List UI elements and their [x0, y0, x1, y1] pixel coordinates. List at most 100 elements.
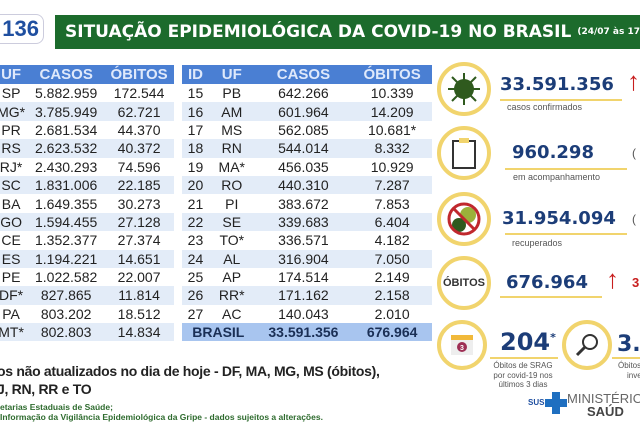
table-row: PE 1.022.582 22.007 — [0, 268, 174, 286]
page-title: SITUAÇÃO EPIDEMIOLÓGICA DA COVID-19 NO B… — [55, 15, 640, 49]
up-arrow-icon: ↑ — [606, 264, 619, 294]
table-row: MT* 802.803 14.834 — [0, 323, 174, 342]
table-cell: 27 — [187, 305, 204, 322]
table-cell: MG* — [0, 102, 29, 121]
divider — [505, 233, 627, 235]
table-row: 19 MA* 456.035 10.929 — [182, 158, 432, 176]
states-table-right: ID UF CASOS ÓBITOS 15 PB 642.266 10.339 16 AM 601.… — [182, 65, 432, 342]
brasil-total-row: BRASIL 33.591.356 676.964 — [182, 323, 432, 342]
sources: etarias Estaduais de Saúde; Informação da… — [0, 402, 323, 422]
table-cell: 16 — [182, 102, 209, 121]
table-cell: 18 — [182, 139, 209, 158]
table-cell: 802.803 — [28, 323, 105, 342]
table-cell: 14.651 — [104, 249, 174, 268]
title-text: SITUAÇÃO EPIDEMIOLÓGICA DA COVID-19 NO B… — [65, 22, 572, 42]
table-cell: 2.158 — [352, 286, 432, 305]
column-header: ÓBITOS — [352, 65, 432, 84]
investigation-label-2: inve — [627, 371, 640, 380]
table-row: 25 AP 174.514 2.149 — [182, 268, 432, 286]
table-row: PA 803.202 18.512 — [0, 305, 174, 323]
table-row: 26 RR* 171.162 2.158 — [182, 286, 432, 305]
table-cell: DF* — [0, 286, 29, 305]
table-row: MG* 3.785.949 62.721 — [0, 102, 174, 121]
table-cell: 2.149 — [374, 269, 410, 286]
table-cell: PI — [225, 195, 239, 212]
table-cell: 4.182 — [374, 232, 410, 249]
table-cell: AC — [222, 305, 242, 322]
sus-cross-icon — [545, 392, 567, 414]
table-cell: RO — [208, 175, 255, 195]
table-cell: GO — [0, 212, 29, 232]
table-cell: MS — [221, 121, 243, 138]
table-cell: 20 — [182, 175, 209, 195]
table-cell: 2.430.293 — [35, 158, 98, 175]
total-cases: 33.591.356 — [254, 323, 353, 342]
table-cell: RR* — [208, 286, 255, 305]
table-cell: SP — [1, 85, 21, 102]
table-cell: RS — [0, 139, 29, 158]
recovered-extra: ( — [632, 212, 636, 226]
table-cell: RN — [208, 139, 255, 158]
table-cell: 62.721 — [104, 102, 174, 121]
column-header: CASOS — [28, 65, 105, 84]
table-cell: 339.683 — [254, 212, 353, 232]
table-row: 17 MS 562.085 10.681* — [182, 121, 432, 139]
calendar-number: 3 — [460, 345, 464, 352]
search-icon-circle — [562, 320, 612, 370]
srag-value: 204* — [500, 328, 556, 356]
table-cell: ES — [0, 249, 29, 268]
table-cell: 11.814 — [104, 286, 174, 305]
column-header: CASOS — [254, 65, 353, 84]
table-cell: 336.571 — [278, 232, 329, 249]
table-row: 18 RN 544.014 8.332 — [182, 139, 432, 158]
recovered-icon-circle — [437, 192, 491, 246]
source-line-1: etarias Estaduais de Saúde; — [0, 402, 113, 412]
edition-number: 136 — [2, 16, 39, 41]
table-cell: 22.007 — [117, 269, 161, 286]
monitoring-extra: ( — [632, 146, 636, 160]
table-cell: 27.128 — [104, 212, 174, 232]
table-row: 24 AL 316.904 7.050 — [182, 249, 432, 268]
divider — [505, 168, 627, 170]
srag-asterisk: * — [550, 331, 556, 344]
table-cell: 6.404 — [352, 212, 432, 232]
table-cell: 22 — [182, 212, 209, 232]
table-cell: 44.370 — [117, 121, 161, 138]
table-cell: 14.834 — [104, 323, 174, 342]
table-cell: 601.964 — [254, 102, 353, 121]
table-cell: BA — [1, 195, 21, 212]
table-cell: 544.014 — [254, 139, 353, 158]
table-cell: SE — [208, 212, 255, 232]
table-row: ES 1.194.221 14.651 — [0, 249, 174, 268]
ministry-line-1: MINISTÉRIO D — [567, 391, 640, 406]
table-cell: 25 — [187, 269, 204, 286]
table-cell: 26 — [182, 286, 209, 305]
table-cell: SC — [0, 175, 29, 195]
recovered-label: recuperados — [512, 238, 563, 248]
column-header: ÓBITOS — [104, 65, 174, 84]
table-cell: 140.043 — [278, 305, 329, 322]
table-cell: 440.310 — [254, 175, 353, 195]
table-cell: 3.785.949 — [28, 102, 105, 121]
magnifier-icon — [575, 334, 598, 357]
total-deaths: 676.964 — [352, 323, 432, 342]
no-virus-icon — [447, 202, 481, 236]
table-cell: 74.596 — [117, 158, 161, 175]
table-cell: 171.162 — [254, 286, 353, 305]
divider — [500, 296, 602, 298]
table-cell: 15 — [187, 85, 204, 102]
table-cell: AM — [208, 102, 255, 121]
total-label: BRASIL — [182, 323, 255, 342]
deaths-extra: 3 — [632, 275, 640, 290]
divider — [612, 357, 640, 359]
table-cell: AL — [208, 249, 255, 268]
virus-icon — [448, 73, 480, 105]
table-cell: CE — [1, 232, 21, 249]
table-cell: 1.594.455 — [28, 212, 105, 232]
table-cell: 827.865 — [28, 286, 105, 305]
table-cell: 7.050 — [352, 249, 432, 268]
table-cell: 27.374 — [117, 232, 161, 249]
table-cell: 456.035 — [278, 158, 329, 175]
table-row: RJ* 2.430.293 74.596 — [0, 158, 174, 176]
table-cell: 2.623.532 — [28, 139, 105, 158]
